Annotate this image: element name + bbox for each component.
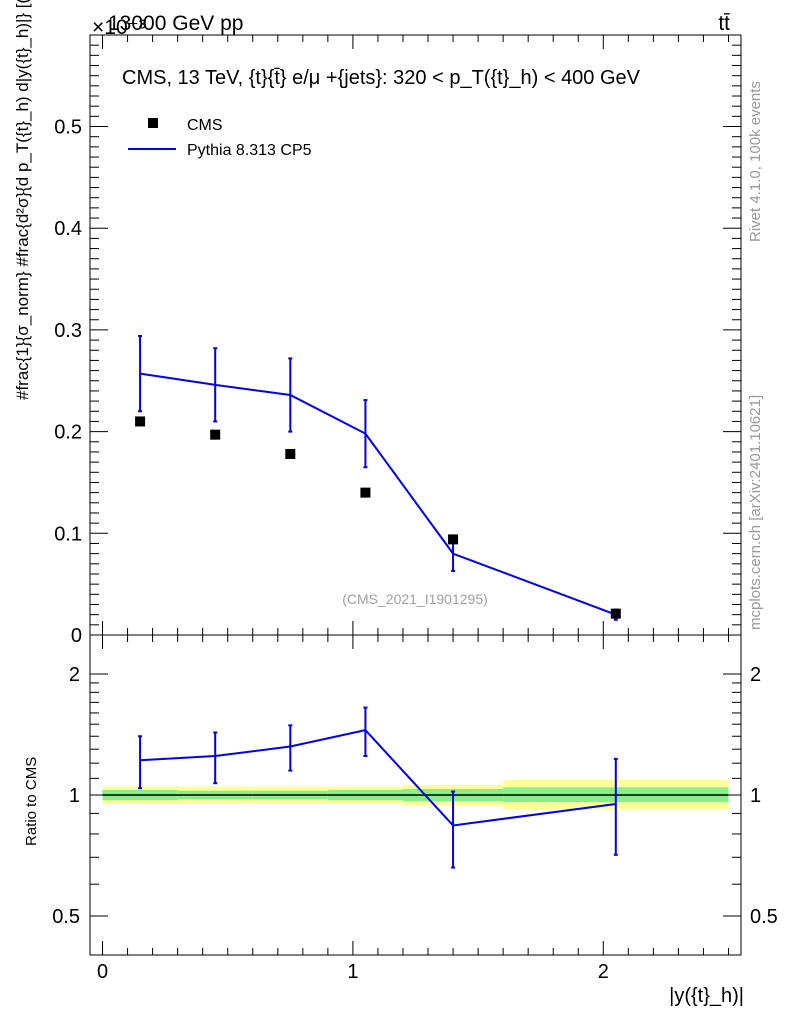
ratio-data	[138, 706, 618, 869]
bottom-ylabel: Ratio to CMS	[23, 757, 40, 846]
y-tick-label-bottom-right: 1	[750, 785, 761, 807]
cms-data-point	[135, 416, 146, 427]
top-panel: 0 0.1 0.2 0.3 0.4 0.5 CMS, 13 TeV, {t}{t̄} e/…	[13, 0, 742, 647]
y-tick-label-top: 0	[71, 625, 82, 647]
y-tick-label-top: 0.4	[54, 218, 82, 240]
exponent-label: ×10⁻³	[92, 16, 146, 39]
bottom-panel: 0 1 2 0.5 1 2 0.5 1 2 Ratio to CMS	[23, 634, 778, 983]
x-tick-label: 1	[347, 961, 358, 983]
legend-pythia-label: Pythia 8.313 CP5	[187, 142, 312, 159]
plot-title: CMS, 13 TeV, {t}{t̄} e/μ +{jets}: 320 < …	[122, 67, 641, 89]
x-tick-label: 0	[97, 961, 108, 983]
y-tick-label-bottom-right: 2	[750, 664, 761, 686]
cms-data-point	[448, 534, 459, 545]
legend: CMS Pythia 8.313 CP5	[128, 117, 312, 159]
y-tick-label-bottom-left: 1	[69, 785, 80, 807]
energy-label: 13000 GeV pp	[108, 12, 243, 35]
cms-data-point	[210, 429, 221, 440]
top-data	[135, 335, 621, 621]
side-rivet-text: Rivet 4.1.0, 100k events	[747, 81, 764, 242]
legend-cms-marker	[148, 118, 158, 128]
bottom-ticks: 0 1 2 0.5 1 2 0.5 1 2	[52, 635, 778, 983]
watermark: (CMS_2021_I1901295)	[342, 591, 488, 607]
y-tick-label-bottom-right: 0.5	[750, 906, 778, 928]
pythia-line	[139, 372, 617, 616]
top-ylabel: #frac{1}{σ_norm} #frac{d²σ}{d p_T({t}_h)…	[13, 0, 32, 400]
ratio-pythia-line	[140, 729, 616, 827]
cms-data-point	[360, 487, 371, 498]
x-axis-label: |y({t}_h)|	[669, 985, 744, 1007]
side-mcplots-text: mcplots.cern.ch [arXiv:2401.10621]	[747, 395, 764, 630]
x-tick-label: 2	[598, 961, 609, 983]
y-tick-label-bottom-left: 0.5	[52, 906, 80, 928]
y-tick-label-top: 0.5	[54, 117, 82, 139]
legend-cms-label: CMS	[187, 117, 223, 134]
y-tick-label-top: 0.2	[54, 422, 82, 444]
y-tick-label-top: 0.1	[54, 523, 82, 545]
cms-data-point	[610, 608, 621, 619]
process-label: tt̄	[718, 12, 730, 35]
cms-data-point	[285, 448, 296, 459]
y-tick-label-bottom-left: 2	[69, 664, 80, 686]
top-ticks: 0 0.1 0.2 0.3 0.4 0.5	[54, 35, 741, 647]
y-tick-label-top: 0.3	[54, 320, 82, 342]
